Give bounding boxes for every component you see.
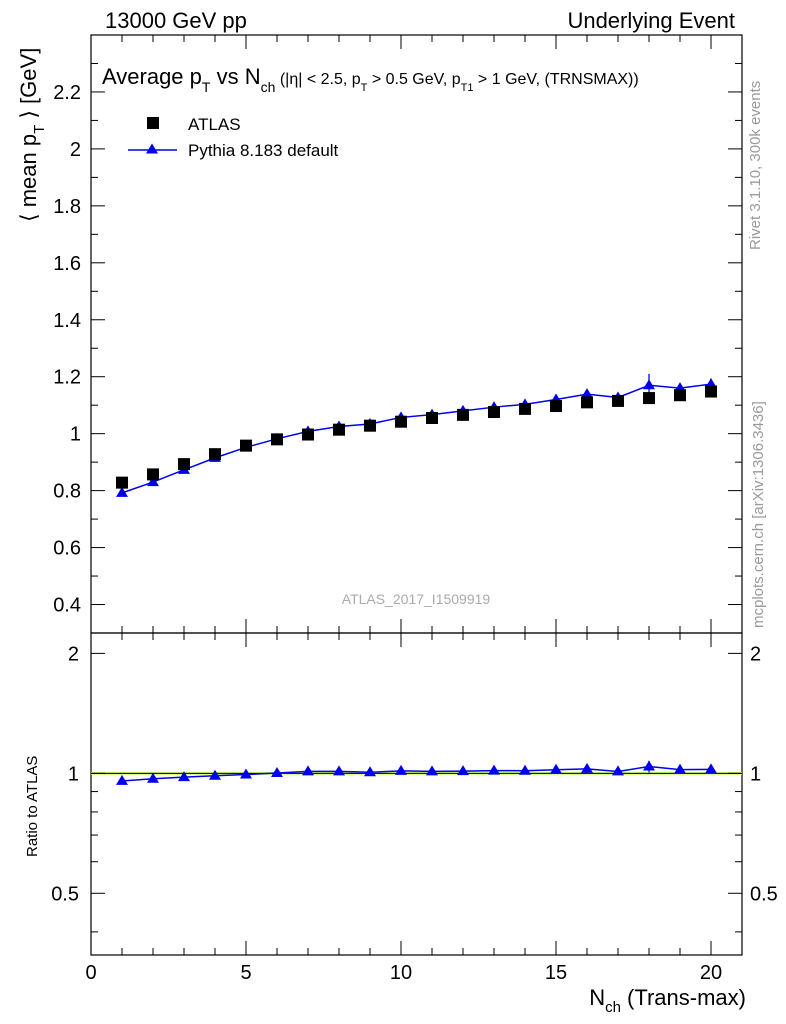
y-tick-label: 1.2 <box>53 367 81 389</box>
x-tick-label: 20 <box>700 962 722 984</box>
ratio-point <box>209 769 221 780</box>
y-tick-label: 2 <box>70 139 81 161</box>
atlas-point <box>395 415 407 428</box>
mc-point <box>147 476 159 487</box>
data-series-main <box>116 385 717 489</box>
ratio-tick-labels: 0.5 0.5 1 1 2 2 <box>51 643 778 905</box>
legend-label-pythia: Pythia 8.183 default <box>188 141 339 160</box>
atlas-point <box>550 400 562 413</box>
atlas-point <box>643 392 655 405</box>
y-tick-label: 2.2 <box>53 82 81 104</box>
y-tick-labels: 0.4 0.6 0.8 1 1.2 1.4 1.6 1.8 2 2.2 <box>53 82 81 617</box>
analysis-watermark: ATLAS_2017_I1509919 <box>342 591 491 607</box>
ratio-point <box>240 768 252 779</box>
ratio-tick-label-left: 1 <box>68 763 79 785</box>
atlas-point <box>705 385 717 398</box>
header-left: 13000 GeV pp <box>105 8 247 33</box>
ratio-point <box>519 764 531 775</box>
ratio-point <box>426 765 438 776</box>
ratio-point <box>271 766 283 777</box>
x-axis-label: Nch (Trans-max) <box>589 985 746 1016</box>
axis-ticks <box>90 35 743 955</box>
ratio-line <box>121 765 712 782</box>
legend-label-atlas: ATLAS <box>188 115 241 134</box>
y-tick-label: 0.4 <box>53 595 81 617</box>
ratio-tick-label-left: 0.5 <box>51 883 79 905</box>
ratio-point <box>302 765 314 776</box>
ratio-point <box>705 763 717 774</box>
atlas-point <box>519 402 531 415</box>
ratio-point <box>333 765 345 776</box>
ratio-point <box>178 771 190 782</box>
mc-point <box>116 486 128 497</box>
atlas-point <box>364 419 376 432</box>
atlas-point <box>612 394 624 407</box>
atlas-point <box>457 408 469 421</box>
y-tick-label: 1 <box>70 424 81 446</box>
y-axis-label: ⟨ mean pT ⟩ [GeV] <box>16 48 48 222</box>
atlas-point <box>302 428 314 441</box>
atlas-point <box>674 389 686 402</box>
atlas-point <box>581 396 593 409</box>
header-right: Underlying Event <box>567 8 735 33</box>
ratio-tick-label-right: 0.5 <box>750 883 778 905</box>
y-tick-label: 0.8 <box>53 481 81 503</box>
ratio-point <box>116 774 128 785</box>
ratio-point <box>147 772 159 783</box>
legend-marker-atlas <box>147 117 159 129</box>
ratio-point <box>581 762 593 773</box>
ratio-tick-label-right: 2 <box>750 643 761 665</box>
atlas-point <box>116 476 128 489</box>
atlas-point <box>333 423 345 436</box>
x-tick-label: 10 <box>390 962 412 984</box>
ratio-point <box>643 760 655 771</box>
y-tick-label: 1.8 <box>53 196 81 218</box>
x-tick-label: 0 <box>85 962 96 984</box>
ratio-point <box>457 765 469 776</box>
atlas-point <box>147 468 159 481</box>
plot-title: Average pT vs Nch (|η| < 2.5, pT > 0.5 G… <box>102 64 639 95</box>
ratio-point <box>364 766 376 777</box>
y-tick-label: 0.6 <box>53 538 81 560</box>
y-tick-label: 1.6 <box>53 253 81 275</box>
ratio-point <box>488 764 500 775</box>
atlas-point <box>488 406 500 419</box>
ratio-point <box>612 765 624 776</box>
mc-point <box>581 388 593 399</box>
mc-series-ratio <box>116 760 717 785</box>
ratio-point <box>395 764 407 775</box>
x-tick-labels: 0 5 10 15 20 <box>85 962 722 984</box>
atlas-point <box>209 448 221 461</box>
legend-marker-pythia <box>146 143 158 154</box>
ratio-tick-label-right: 1 <box>750 763 761 785</box>
ratio-point <box>674 763 686 774</box>
x-tick-label: 5 <box>240 962 251 984</box>
atlas-point <box>426 412 438 425</box>
rivet-label: Rivet 3.1.10, 300k events <box>747 81 764 250</box>
mcplots-label: mcplots.cern.ch [arXiv:1306.3436] <box>750 401 767 628</box>
x-tick-label: 15 <box>545 962 567 984</box>
ratio-tick-label-left: 2 <box>68 643 79 665</box>
mc-point <box>643 379 655 390</box>
atlas-point <box>271 433 283 446</box>
atlas-point <box>240 439 252 452</box>
y-tick-label: 1.4 <box>53 310 81 332</box>
ratio-point <box>550 763 562 774</box>
mc-series-main <box>116 373 717 497</box>
atlas-point <box>178 458 190 471</box>
ratio-y-axis-label: Ratio to ATLAS <box>24 756 41 857</box>
ratio-plot-frame <box>90 632 743 956</box>
